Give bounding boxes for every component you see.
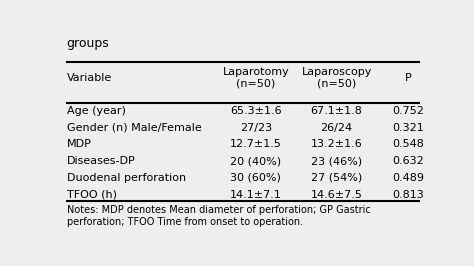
Text: 23 (46%): 23 (46%) (311, 156, 362, 166)
Text: 12.7±1.5: 12.7±1.5 (230, 139, 282, 149)
Text: 27 (54%): 27 (54%) (311, 173, 362, 183)
Text: Notes: MDP denotes Mean diameter of perforation; GP Gastric
perforation; TFOO Ti: Notes: MDP denotes Mean diameter of perf… (66, 205, 370, 227)
Text: 26/24: 26/24 (320, 123, 353, 132)
Text: 13.2±1.6: 13.2±1.6 (311, 139, 363, 149)
Text: 0.489: 0.489 (392, 173, 424, 183)
Text: TFOO (h): TFOO (h) (66, 190, 117, 200)
Text: 65.3±1.6: 65.3±1.6 (230, 106, 282, 116)
Text: 30 (60%): 30 (60%) (230, 173, 281, 183)
Text: Age (year): Age (year) (66, 106, 126, 116)
Text: Laparotomy
(n=50): Laparotomy (n=50) (222, 67, 289, 89)
Text: 67.1±1.8: 67.1±1.8 (310, 106, 363, 116)
Text: groups: groups (66, 37, 109, 50)
Text: 0.752: 0.752 (392, 106, 424, 116)
Text: Variable: Variable (66, 73, 112, 83)
Text: 0.321: 0.321 (392, 123, 424, 132)
Text: 14.6±7.5: 14.6±7.5 (310, 190, 363, 200)
Text: 0.548: 0.548 (392, 139, 424, 149)
Text: 0.632: 0.632 (392, 156, 424, 166)
Text: Duodenal perforation: Duodenal perforation (66, 173, 186, 183)
Text: MDP: MDP (66, 139, 91, 149)
Text: 0.813: 0.813 (392, 190, 424, 200)
Text: P: P (405, 73, 411, 83)
Text: 20 (40%): 20 (40%) (230, 156, 282, 166)
Text: 14.1±7.1: 14.1±7.1 (230, 190, 282, 200)
Text: 27/23: 27/23 (240, 123, 272, 132)
Text: Gender (n) Male/Female: Gender (n) Male/Female (66, 123, 201, 132)
Text: Laparoscopy
(n=50): Laparoscopy (n=50) (301, 67, 372, 89)
Text: Diseases-DP: Diseases-DP (66, 156, 136, 166)
